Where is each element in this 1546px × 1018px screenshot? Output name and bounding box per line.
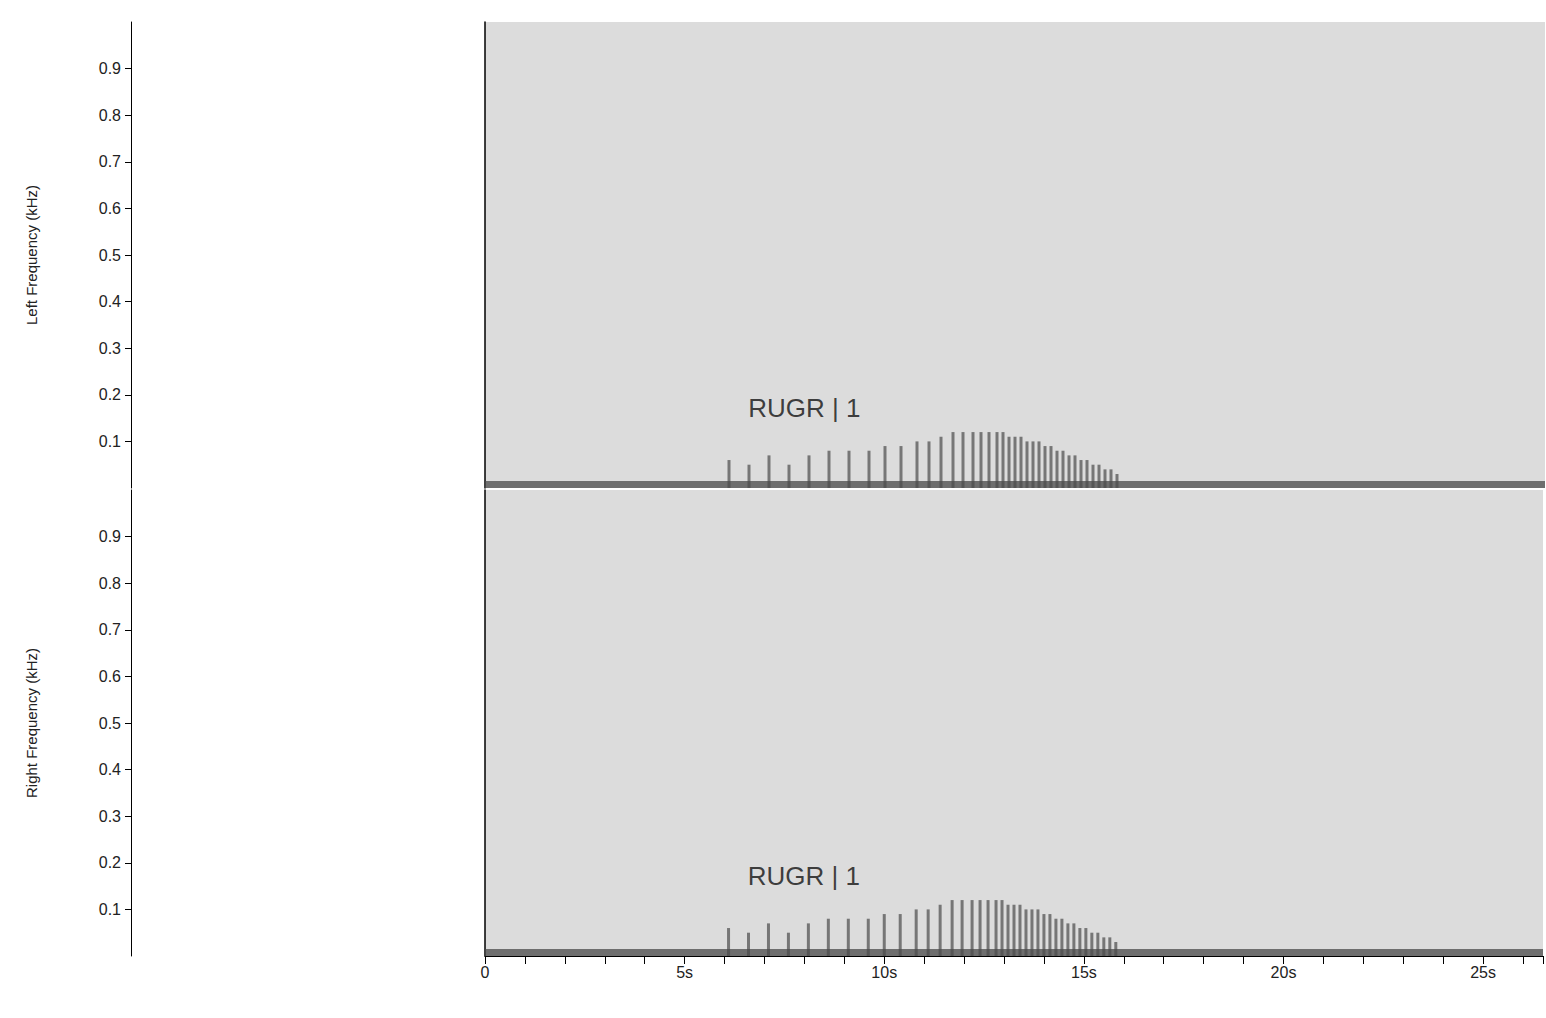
svg-text:0.9: 0.9: [99, 528, 121, 545]
svg-text:0: 0: [481, 964, 490, 981]
svg-text:0.1: 0.1: [99, 433, 121, 450]
svg-text:0.1: 0.1: [99, 901, 121, 918]
svg-text:10s: 10s: [871, 964, 897, 981]
svg-text:0.8: 0.8: [99, 575, 121, 592]
svg-text:Right Frequency (kHz): Right Frequency (kHz): [23, 648, 40, 798]
svg-text:20s: 20s: [1271, 964, 1297, 981]
svg-text:15s: 15s: [1071, 964, 1097, 981]
svg-text:0.9: 0.9: [99, 60, 121, 77]
svg-text:0.4: 0.4: [99, 293, 121, 310]
svg-text:RUGR | 1: RUGR | 1: [748, 393, 860, 423]
svg-text:0.8: 0.8: [99, 107, 121, 124]
svg-text:0.4: 0.4: [99, 761, 121, 778]
svg-text:0.3: 0.3: [99, 808, 121, 825]
svg-text:0.2: 0.2: [99, 854, 121, 871]
svg-text:0.2: 0.2: [99, 386, 121, 403]
svg-text:0.6: 0.6: [99, 200, 121, 217]
svg-text:Left Frequency (kHz): Left Frequency (kHz): [23, 185, 40, 325]
svg-text:0.5: 0.5: [99, 715, 121, 732]
svg-text:RUGR | 1: RUGR | 1: [748, 861, 860, 891]
svg-text:0.5: 0.5: [99, 247, 121, 264]
svg-text:0.6: 0.6: [99, 668, 121, 685]
svg-text:25s: 25s: [1470, 964, 1496, 981]
svg-text:0.7: 0.7: [99, 621, 121, 638]
svg-text:5s: 5s: [676, 964, 693, 981]
svg-text:0.3: 0.3: [99, 340, 121, 357]
svg-text:0.7: 0.7: [99, 153, 121, 170]
